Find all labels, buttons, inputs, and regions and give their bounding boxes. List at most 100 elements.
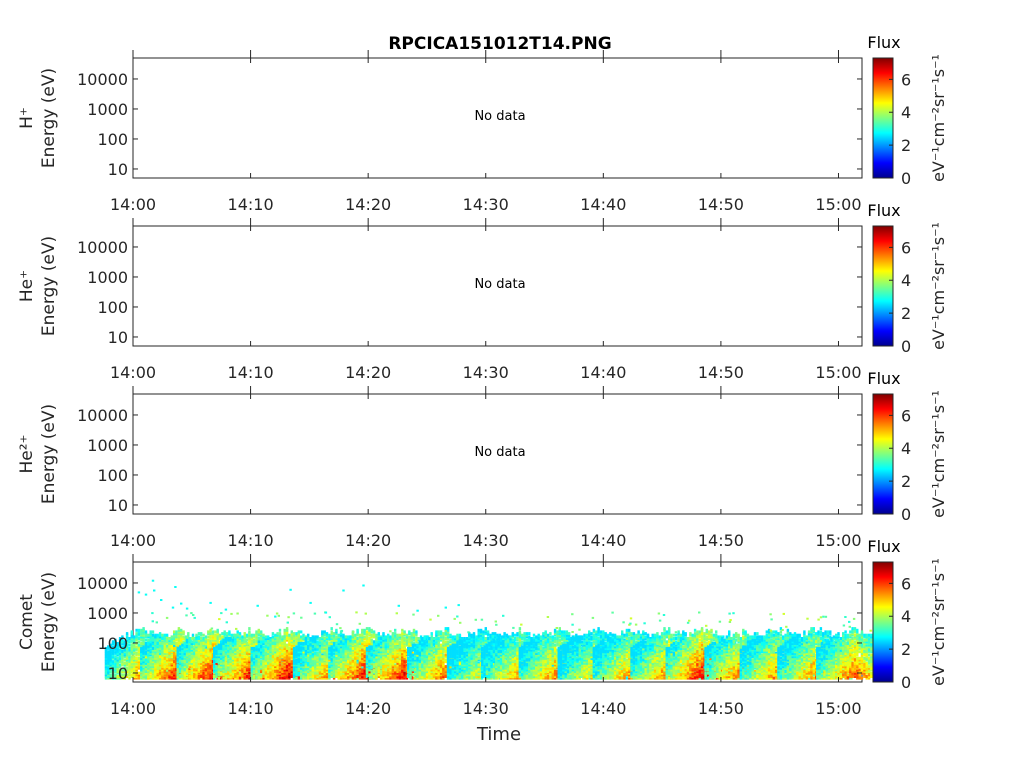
heatmap-cell: [290, 632, 293, 636]
heatmap-cell: [142, 637, 145, 640]
heatmap-cell: [140, 645, 143, 649]
heatmap-cell: [197, 668, 201, 672]
heatmap-cell: [236, 633, 239, 637]
heatmap-cell: [133, 666, 136, 670]
heatmap-cell: [156, 673, 159, 677]
heatmap-cell: [209, 645, 212, 649]
heatmap-cell: [210, 658, 213, 662]
heatmap-cell: [185, 651, 189, 655]
heatmap-cell: [168, 642, 171, 645]
heatmap-cell: [193, 648, 196, 652]
heatmap-cell: [274, 642, 277, 645]
heatmap-cell: [114, 656, 117, 660]
heatmap-cell: [225, 660, 229, 664]
heatmap-cell: [245, 646, 249, 650]
heatmap-cell: [114, 642, 117, 645]
heatmap-cell: [255, 646, 258, 650]
heatmap-cell: [109, 675, 112, 678]
heatmap-cell: [236, 666, 239, 670]
heatmap-cell: [185, 661, 189, 665]
heatmap-cell: [170, 666, 173, 670]
heatmap-cell: [222, 653, 225, 657]
heatmap-cell: [267, 642, 270, 645]
heatmap-cell: [156, 658, 159, 662]
heatmap-cell: [288, 660, 291, 664]
heatmap-cell: [137, 646, 141, 650]
heatmap-cell: [111, 666, 115, 670]
heatmap-cell: [267, 653, 270, 657]
heatmap-cell: [260, 642, 263, 645]
heatmap-cell: [176, 648, 179, 652]
y-tick-label: 10: [108, 496, 128, 515]
heatmap-cell: [142, 656, 145, 660]
heatmap-cell: [249, 648, 252, 652]
heatmap-cell: [281, 656, 284, 660]
heatmap-cell: [250, 653, 253, 657]
heatmap-cell: [267, 660, 270, 664]
heatmap-cell: [247, 643, 250, 647]
heatmap-cell: [229, 642, 232, 645]
species-label: He⁺: [17, 270, 37, 302]
heatmap-cell: [165, 642, 169, 645]
heatmap-cell: [250, 645, 253, 649]
heatmap-cell: [213, 665, 216, 669]
heatmap-cell: [347, 640, 350, 644]
heatmap-cell: [156, 645, 159, 649]
heatmap-cell: [314, 635, 317, 639]
heatmap-cell: [144, 661, 148, 665]
heatmap-cell: [207, 646, 210, 650]
heatmap-cell: [180, 628, 183, 632]
heatmap-cell: [229, 668, 232, 672]
heatmap-cell: [302, 635, 305, 639]
heatmap-cell: [151, 633, 155, 637]
heatmap-cell: [283, 668, 286, 672]
heatmap-cell: [202, 663, 205, 667]
heatmap-cell: [209, 673, 212, 677]
heatmap-cell: [222, 651, 225, 655]
heatmap-cell: [252, 635, 256, 639]
heatmap-cell: [211, 645, 215, 649]
heatmap-cell: [204, 668, 208, 672]
heatmap-cell: [281, 645, 284, 649]
heatmap-cell: [271, 650, 275, 654]
heatmap-cell: [238, 650, 242, 654]
heatmap-cell: [200, 665, 203, 669]
heatmap-cell: [269, 646, 272, 650]
heatmap-cell: [307, 633, 310, 637]
heatmap-cell: [269, 648, 272, 652]
heatmap-cell: [151, 676, 155, 680]
heatmap-cell: [121, 655, 124, 659]
heatmap-cell: [328, 661, 331, 665]
heatmap-cell: [185, 658, 189, 662]
heatmap-cell: [250, 666, 253, 670]
heatmap-cell: [264, 665, 268, 669]
heatmap-cell: [274, 638, 277, 642]
heatmap-cell: [335, 656, 338, 660]
heatmap-cell: [151, 658, 155, 662]
heatmap-cell: [249, 655, 252, 659]
heatmap-cell: [197, 646, 201, 650]
heatmap-cell: [255, 660, 258, 664]
heatmap-cell: [220, 655, 223, 659]
heatmap-cell: [133, 648, 136, 652]
heatmap-cell: [252, 663, 256, 667]
heatmap-cell: [283, 673, 286, 677]
heatmap-cell: [151, 612, 154, 615]
heatmap-cell: [142, 635, 145, 639]
heatmap-cell: [224, 646, 228, 650]
heatmap-cell: [178, 666, 182, 670]
heatmap-cell: [111, 650, 115, 654]
heatmap-cell: [267, 651, 270, 655]
heatmap-cell: [202, 637, 205, 640]
heatmap-cell: [130, 640, 133, 644]
heatmap-cell: [178, 658, 182, 662]
heatmap-cell: [158, 655, 162, 659]
colorbar-tick-label: 2: [901, 472, 911, 491]
heatmap-cell: [180, 633, 183, 637]
heatmap-cell: [184, 635, 188, 639]
heatmap-cell: [264, 655, 268, 659]
heatmap-cell: [156, 646, 159, 650]
heatmap-cell: [238, 643, 242, 647]
heatmap-cell: [209, 658, 212, 662]
heatmap-cell: [224, 656, 228, 660]
